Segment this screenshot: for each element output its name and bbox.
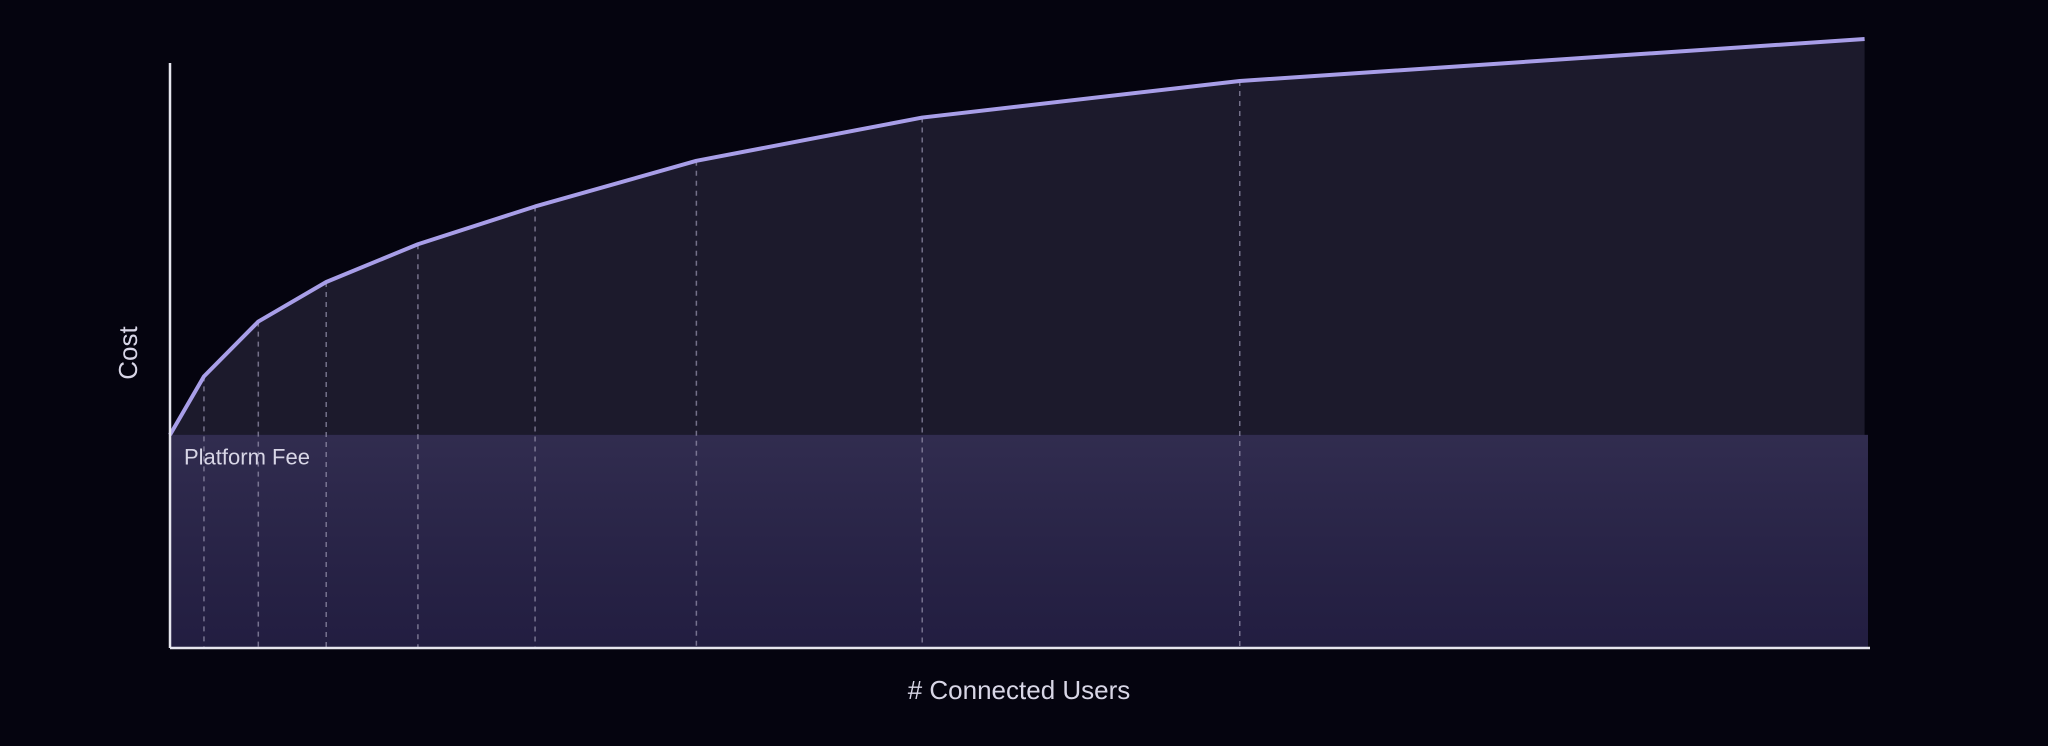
platform-fee-shade xyxy=(170,434,1868,648)
plot-area: Platform Fee xyxy=(168,37,1870,650)
platform-fee-label: Platform Fee xyxy=(184,445,310,470)
x-axis-label: # Connected Users xyxy=(908,675,1131,705)
cost-line xyxy=(168,37,1865,436)
y-axis-label: Cost xyxy=(113,325,143,379)
